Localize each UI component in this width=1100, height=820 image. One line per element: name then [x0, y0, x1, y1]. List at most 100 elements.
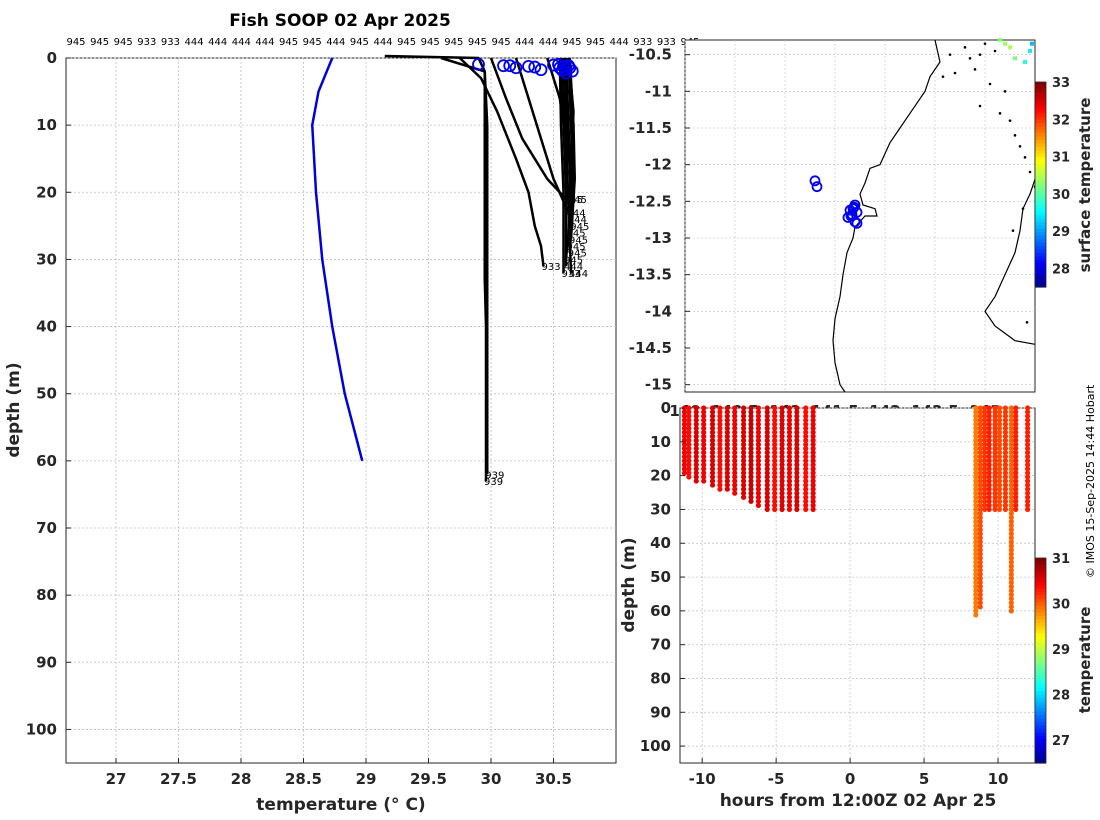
- section-cast-point: [693, 437, 699, 444]
- section-cast-point: [794, 494, 800, 500]
- section-cast-point: [1002, 417, 1009, 423]
- section-cast-point: [709, 405, 716, 411]
- profile-top-label: 945: [586, 37, 605, 48]
- section-cast-point: [741, 425, 747, 431]
- section-cast-point: [786, 437, 793, 444]
- section-cast-point: [982, 425, 988, 431]
- map-colorbar-segment: [1035, 82, 1046, 87]
- section-cast-point: [755, 450, 761, 456]
- map-island: [988, 82, 992, 86]
- section-cast-point: [1013, 425, 1019, 431]
- section-cast-point: [748, 466, 754, 472]
- section-cast-point: [810, 413, 816, 419]
- map-colorbar-segment: [1035, 215, 1046, 220]
- section-cast-point: [681, 409, 688, 415]
- section-cast-point: [772, 458, 778, 464]
- profile-x-tick-label: 29.5: [410, 770, 447, 788]
- section-cast-point: [794, 421, 800, 427]
- section-cast-point: [992, 474, 998, 480]
- section-cast-point: [741, 445, 747, 452]
- section-cast-point: [748, 462, 754, 468]
- section-cast-point: [724, 458, 730, 464]
- map-colorbar-tick-label: 29: [1052, 225, 1070, 240]
- profile-y-tick-label: 10: [36, 116, 57, 134]
- section-cast-point: [794, 433, 800, 439]
- section-cast-point: [1025, 421, 1031, 427]
- section-cast: [786, 405, 793, 513]
- section-cast-point: [794, 478, 800, 484]
- section-colorbar-segment: [1035, 646, 1046, 651]
- profile-top-label: 945: [562, 37, 581, 48]
- section-cast-point: [803, 405, 809, 411]
- section-cast-point: [686, 441, 692, 448]
- section-cast-point: [732, 421, 738, 427]
- section-cast-point: [1008, 478, 1014, 484]
- section-cast-point: [1013, 454, 1019, 460]
- section-colorbar-segment: [1035, 745, 1046, 750]
- section-cast-point: [1002, 462, 1009, 468]
- section-cast: [973, 405, 979, 618]
- map-colorbar-segment: [1035, 242, 1046, 247]
- section-cast-point: [986, 445, 992, 452]
- section-cast-point: [992, 433, 998, 439]
- section-cast-point: [764, 421, 770, 427]
- map-colorbar-segment: [1035, 92, 1046, 97]
- section-cast-point: [755, 441, 761, 448]
- section-cast-point: [755, 478, 761, 484]
- section-cast-point: [992, 470, 998, 476]
- section-cast-point: [1008, 583, 1014, 590]
- section-y-label: depth (m): [619, 537, 639, 632]
- section-cast-point: [748, 478, 754, 484]
- section-cast-point: [764, 462, 770, 468]
- map-cast-marker: [809, 175, 821, 187]
- section-cast-point: [724, 478, 730, 484]
- section-cast-point: [986, 494, 992, 500]
- map-colorbar-tick-label: 32: [1052, 113, 1070, 128]
- section-cast-point: [810, 490, 816, 496]
- map-colorbar: 28 29 30 31 32 33: [1034, 76, 1070, 288]
- section-cast: [748, 405, 754, 504]
- section-cast-point: [973, 425, 979, 431]
- section-cast-point: [794, 502, 800, 508]
- section-cast-point: [1025, 486, 1031, 492]
- profile-start-marker: [497, 59, 510, 73]
- map-colorbar-segment: [1035, 177, 1046, 182]
- map-colorbar-segment: [1035, 181, 1046, 186]
- section-cast-point: [786, 425, 793, 431]
- section-cast-point: [779, 433, 785, 439]
- section-cast-point: [794, 506, 800, 513]
- section-cast-point: [686, 429, 692, 435]
- section-cast-point: [996, 474, 1003, 480]
- section-cast-point: [724, 450, 730, 456]
- section-cast-point: [717, 470, 723, 476]
- section-cast-point: [977, 433, 983, 439]
- section-cast-point: [772, 486, 778, 492]
- section-cast-point: [709, 482, 716, 488]
- section-cast-point: [1025, 429, 1031, 435]
- section-cast-point: [973, 433, 979, 439]
- section-colorbar-segment: [1035, 711, 1046, 716]
- section-cast-point: [986, 462, 992, 468]
- section-cast-point: [1002, 478, 1009, 484]
- section-cast-point: [803, 490, 809, 496]
- section-cast-point: [732, 429, 738, 435]
- section-cast-point: [1002, 482, 1009, 488]
- section-cast-point: [748, 486, 754, 492]
- section-cast: [803, 405, 809, 513]
- section-cast-point: [973, 523, 979, 529]
- section-cast-point: [973, 498, 979, 504]
- section-cast-point: [996, 478, 1003, 484]
- section-cast-point: [977, 405, 983, 411]
- map-colorbar-segment: [1035, 184, 1046, 189]
- profile-x-tick-label: 27.5: [160, 770, 197, 788]
- section-cast-point: [803, 450, 809, 456]
- section-cast-point: [973, 482, 979, 488]
- section-colorbar-segment: [1035, 585, 1046, 590]
- map-colorbar-segment: [1035, 150, 1046, 155]
- map-island: [993, 49, 997, 53]
- section-cast-point: [741, 490, 747, 496]
- section-cast-point: [772, 437, 778, 444]
- section-cast-point: [717, 405, 723, 411]
- section-colorbar-segment: [1035, 609, 1046, 614]
- section-cast-point: [748, 470, 754, 476]
